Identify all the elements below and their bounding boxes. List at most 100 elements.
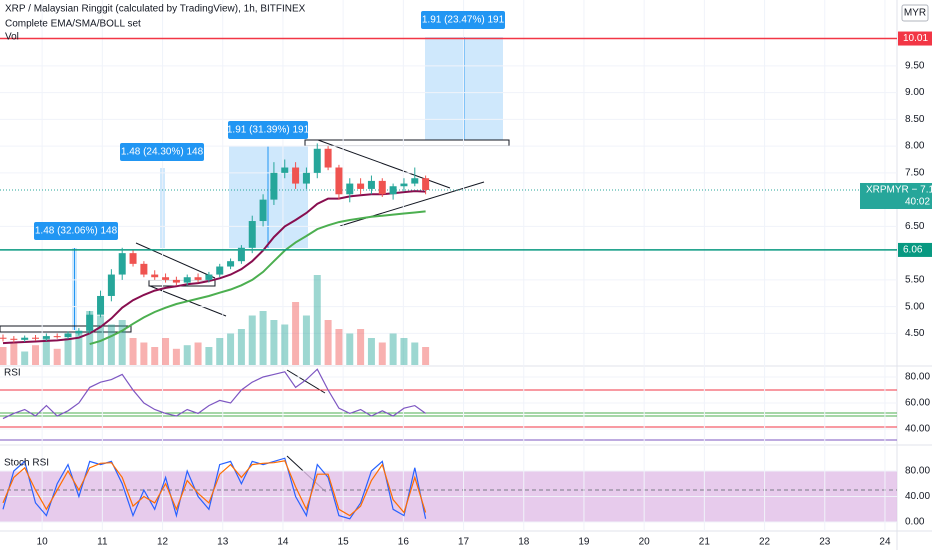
y-tick-label: 9.50 bbox=[905, 60, 925, 71]
candle-body bbox=[411, 178, 419, 184]
candle-body bbox=[162, 277, 170, 280]
x-tick-label: 13 bbox=[217, 537, 229, 548]
candle-body bbox=[389, 186, 397, 195]
moving-average bbox=[89, 210, 426, 346]
candle-body bbox=[140, 263, 148, 275]
rsi-levels bbox=[0, 389, 897, 441]
currency[interactable]: MYR bbox=[904, 8, 926, 19]
volume-bar bbox=[227, 333, 235, 365]
candle-body bbox=[32, 337, 40, 339]
candle-body bbox=[10, 338, 18, 340]
candle-body bbox=[86, 314, 94, 331]
candle-body bbox=[216, 266, 224, 275]
volume-bar bbox=[346, 333, 354, 365]
volume-bar bbox=[248, 315, 256, 365]
candle-body bbox=[259, 199, 267, 222]
volume-bar bbox=[281, 324, 289, 365]
annotation-bg bbox=[228, 121, 308, 139]
volume-bar bbox=[216, 338, 224, 365]
candle-body bbox=[0, 337, 7, 339]
x-tick-label: 18 bbox=[518, 537, 530, 548]
volume-bar bbox=[183, 345, 191, 365]
trendline bbox=[286, 369, 326, 394]
x-tick-label: 19 bbox=[578, 537, 590, 548]
y-tick-label: 4.50 bbox=[905, 328, 925, 339]
candle-body bbox=[270, 172, 278, 200]
chart-title: XRP / Malaysian Ringgit (calculated by T… bbox=[5, 4, 306, 15]
volume-bar bbox=[10, 342, 18, 365]
volume-bar bbox=[162, 338, 170, 365]
y-tick-label: 9.00 bbox=[905, 87, 925, 98]
candle-body bbox=[107, 274, 115, 296]
candle-body bbox=[400, 183, 408, 187]
candle-body bbox=[346, 183, 354, 195]
volume-bar bbox=[335, 329, 343, 365]
volume-bar bbox=[151, 347, 159, 365]
annotation-bg bbox=[120, 143, 204, 161]
y-tick-label: 8.00 bbox=[905, 141, 925, 152]
chart-subtitle: Complete EMA/SMA/BOLL set bbox=[5, 19, 141, 30]
candle-body bbox=[227, 261, 235, 267]
rectangle-drawing bbox=[304, 139, 510, 147]
volume-bar bbox=[129, 338, 137, 365]
annotation-bg bbox=[421, 11, 505, 29]
volume-bar bbox=[75, 333, 83, 365]
y-tick-label: 6.50 bbox=[905, 221, 925, 232]
volume-bar bbox=[205, 347, 213, 365]
volume-bar bbox=[378, 342, 386, 365]
x-tick-label: 14 bbox=[277, 537, 289, 548]
rsi-line bbox=[2, 368, 426, 420]
price-label: 10.01 bbox=[903, 33, 928, 44]
candle-body bbox=[281, 167, 289, 173]
x-tick-label: 17 bbox=[458, 537, 470, 548]
volume-bar bbox=[313, 275, 321, 365]
volume-bar bbox=[32, 345, 40, 365]
candle-body bbox=[183, 277, 191, 283]
volume-bar bbox=[107, 324, 115, 365]
moving-average bbox=[2, 190, 426, 345]
last-price-label: XRPMYR − 7.18 bbox=[866, 185, 932, 196]
candle-body bbox=[172, 279, 180, 283]
y-tick-label: 60.00 bbox=[905, 398, 930, 409]
candle-body bbox=[118, 253, 126, 275]
candle-body bbox=[357, 183, 365, 189]
currency-box[interactable] bbox=[901, 4, 929, 22]
volume-bar bbox=[194, 342, 202, 365]
y-tick-label: 7.50 bbox=[905, 168, 925, 179]
annotation: 1.48 (32.06%) 148 bbox=[35, 226, 118, 237]
candle-body bbox=[367, 180, 375, 189]
y-tick-label: 8.50 bbox=[905, 114, 925, 125]
x-tick-label: 23 bbox=[819, 537, 831, 548]
candle-body bbox=[151, 274, 159, 278]
trendline bbox=[135, 242, 216, 279]
y-tick-label: 5.50 bbox=[905, 275, 925, 286]
volume-bar bbox=[42, 338, 50, 365]
annotation: 1.48 (24.30%) 148 bbox=[121, 147, 204, 158]
x-tick-label: 10 bbox=[37, 537, 49, 548]
price-label-bg bbox=[898, 31, 932, 46]
stoch-d-line bbox=[2, 460, 427, 517]
x-tick-label: 20 bbox=[639, 537, 651, 548]
candle-body bbox=[129, 253, 137, 264]
y-tick-label: 40.00 bbox=[905, 424, 930, 435]
volume-bar bbox=[270, 320, 278, 365]
x-tick-label: 24 bbox=[879, 537, 891, 548]
volume-bar bbox=[64, 338, 72, 365]
y-tick-label: 80.00 bbox=[905, 466, 930, 477]
volume-bar bbox=[292, 302, 300, 365]
last-price-bg bbox=[860, 182, 932, 209]
volume-bar bbox=[400, 338, 408, 365]
countdown: 40:02 bbox=[905, 197, 930, 208]
volume-bar bbox=[0, 347, 7, 365]
x-tick-label: 12 bbox=[157, 537, 169, 548]
annotation: 1.91 (23.47%) 191 bbox=[422, 15, 505, 26]
y-tick-label: 0.00 bbox=[905, 517, 925, 528]
candle-body bbox=[292, 167, 300, 184]
volume-bar bbox=[53, 348, 61, 365]
volume-label: Vol bbox=[5, 32, 19, 43]
price-label-bg bbox=[898, 242, 932, 257]
candle-body bbox=[422, 178, 430, 190]
volume-bar bbox=[411, 342, 419, 365]
volume-bar bbox=[324, 320, 332, 365]
volume-bar bbox=[172, 348, 180, 365]
